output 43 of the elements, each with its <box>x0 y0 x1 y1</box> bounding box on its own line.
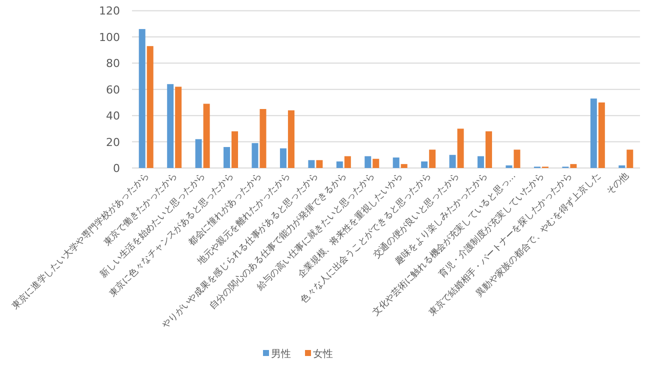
y-tick-label: 100 <box>99 30 120 44</box>
bar <box>167 84 174 168</box>
bar <box>590 98 597 168</box>
bar <box>421 161 428 168</box>
bar <box>570 164 577 168</box>
bar <box>392 158 400 168</box>
bar <box>478 156 484 168</box>
bar <box>457 128 464 168</box>
bar <box>449 154 456 168</box>
y-tick-label: 80 <box>106 57 120 70</box>
y-tick-label: 40 <box>106 110 120 123</box>
y-tick-label: 120 <box>99 4 120 18</box>
bar <box>232 131 238 168</box>
bar <box>486 131 492 168</box>
bar <box>195 139 202 168</box>
bar <box>175 86 182 168</box>
bar <box>316 160 323 168</box>
bar <box>372 158 380 168</box>
bar <box>400 164 408 168</box>
bar <box>288 110 294 168</box>
y-tick-label: 0 <box>113 162 120 175</box>
x-tick-label: その他 <box>604 170 632 198</box>
bar <box>146 46 154 168</box>
legend-label: 女性 <box>313 348 333 360</box>
bar <box>626 150 634 168</box>
bar <box>252 143 258 168</box>
bar <box>618 165 626 168</box>
bar <box>224 147 230 168</box>
bar <box>344 156 351 168</box>
y-tick-label: 60 <box>106 83 120 96</box>
bar <box>514 150 520 168</box>
bar <box>506 165 512 168</box>
bar <box>429 150 436 168</box>
legend-label: 男性 <box>271 348 291 360</box>
bar <box>280 148 286 168</box>
y-tick-label: 20 <box>106 136 120 149</box>
bar <box>364 156 372 168</box>
bar <box>260 109 266 168</box>
bar <box>336 161 343 168</box>
bar <box>138 29 146 168</box>
bar <box>203 104 210 168</box>
bar <box>308 160 315 168</box>
bar <box>598 102 605 168</box>
